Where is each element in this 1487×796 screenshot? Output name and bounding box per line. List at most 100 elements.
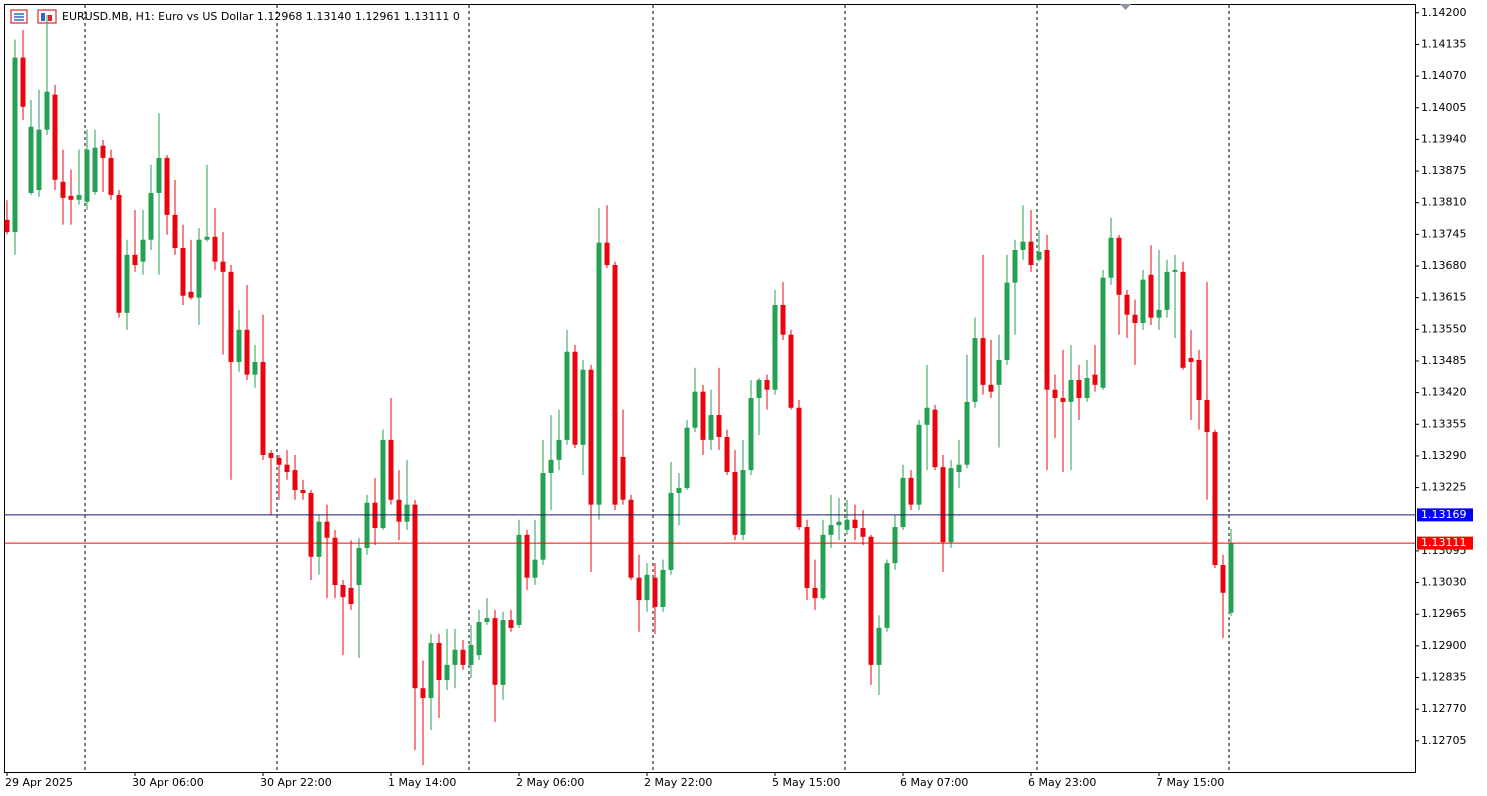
candle-body [652,577,658,607]
candle-body [100,145,106,158]
candle-body [668,492,674,570]
chart-title: EURUSD.MB, H1: Euro vs US Dollar 1.12968… [62,10,460,23]
candle-body [972,338,978,402]
candle-body [1188,358,1194,362]
candle-body [196,239,202,298]
candle-body [268,453,274,458]
candle-body [932,409,938,468]
candle-body [636,577,642,601]
candle-body [204,236,210,240]
candle-body [996,360,1002,385]
y-tick-label: 1.14135 [1421,37,1467,50]
y-tick-label: 1.13615 [1421,291,1467,304]
candle-body [812,587,818,599]
candle-body [508,620,514,628]
y-tick-label: 1.13810 [1421,196,1467,209]
candle-body [252,361,258,375]
candle-body [396,499,402,522]
y-tick-label: 1.13030 [1421,576,1467,589]
candle-body [516,534,522,625]
x-tick-label: 7 May 15:00 [1156,776,1224,789]
x-tick-label: 2 May 06:00 [516,776,584,789]
candle-body [844,519,850,530]
candle-body [1012,249,1018,283]
candle-body [356,547,362,585]
candle-body [1116,237,1122,295]
candle-body [708,415,714,440]
candle-body [772,304,778,390]
y-tick-label: 1.13225 [1421,481,1467,494]
candle-body [540,472,546,560]
price-label-bg [1417,536,1473,550]
y-tick-label: 1.13680 [1421,259,1467,272]
candle-body [1124,294,1130,315]
candle-body [588,369,594,505]
candle-body [1068,379,1074,402]
candle-body [724,436,730,473]
candle-body [492,618,498,685]
y-tick-label: 1.12705 [1421,734,1467,747]
candle-body [340,584,346,598]
y-tick-label: 1.13485 [1421,354,1467,367]
candle-body [324,521,330,538]
y-tick-label: 1.12835 [1421,671,1467,684]
candle-body [1164,271,1170,310]
candle-body [572,351,578,445]
candle-body [4,219,10,232]
candle-body [956,464,962,473]
candle-body [220,261,226,272]
candle-body [988,384,994,392]
candle-body [644,574,650,601]
candle-body [556,439,562,460]
candle-body [364,502,370,548]
candle-body [604,242,610,266]
candle-body [1100,277,1106,388]
x-tick-label: 6 May 23:00 [1028,776,1096,789]
y-tick-label: 1.13940 [1421,132,1467,145]
candle-body [244,329,250,375]
candle-body [884,563,890,628]
candle-body [260,361,266,455]
y-tick-label: 1.12900 [1421,639,1467,652]
candle-body [108,157,114,195]
candle-body [620,456,626,500]
candle-body [1196,360,1202,400]
candle-body [284,464,290,473]
price-label-bg [1417,508,1473,522]
y-tick-label: 1.13355 [1421,417,1467,430]
candle-body [740,470,746,535]
price-label: 1.13111 [1421,536,1467,549]
candle-body [716,415,722,437]
candle-body [332,537,338,585]
candle-body [900,477,906,528]
y-tick-label: 1.14070 [1421,69,1467,82]
x-tick-label: 5 May 15:00 [772,776,840,789]
candle-body [300,490,306,493]
candle-body [1084,378,1090,398]
candle-body [1212,432,1218,566]
candle-body [940,467,946,543]
candle-body [756,379,762,398]
candle-body [156,157,162,193]
candle-body [228,271,234,362]
candle-body [1148,274,1154,318]
candle-body [860,528,866,537]
candle-body [908,477,914,505]
candle-body [92,147,98,193]
candle-body [916,424,922,505]
shift-marker[interactable] [1120,4,1131,10]
candle-body [852,519,858,529]
candle-body [660,569,666,607]
candle-body [780,304,786,335]
y-tick-label: 1.13420 [1421,386,1467,399]
candle-body [700,391,706,440]
candle-body [468,644,474,665]
candle-body [164,157,170,215]
candle-body [428,642,434,698]
candle-body [1044,249,1050,390]
candle-body [132,254,138,266]
candle-body [596,242,602,505]
candle-body [1108,237,1114,278]
candle-body [1156,309,1162,318]
